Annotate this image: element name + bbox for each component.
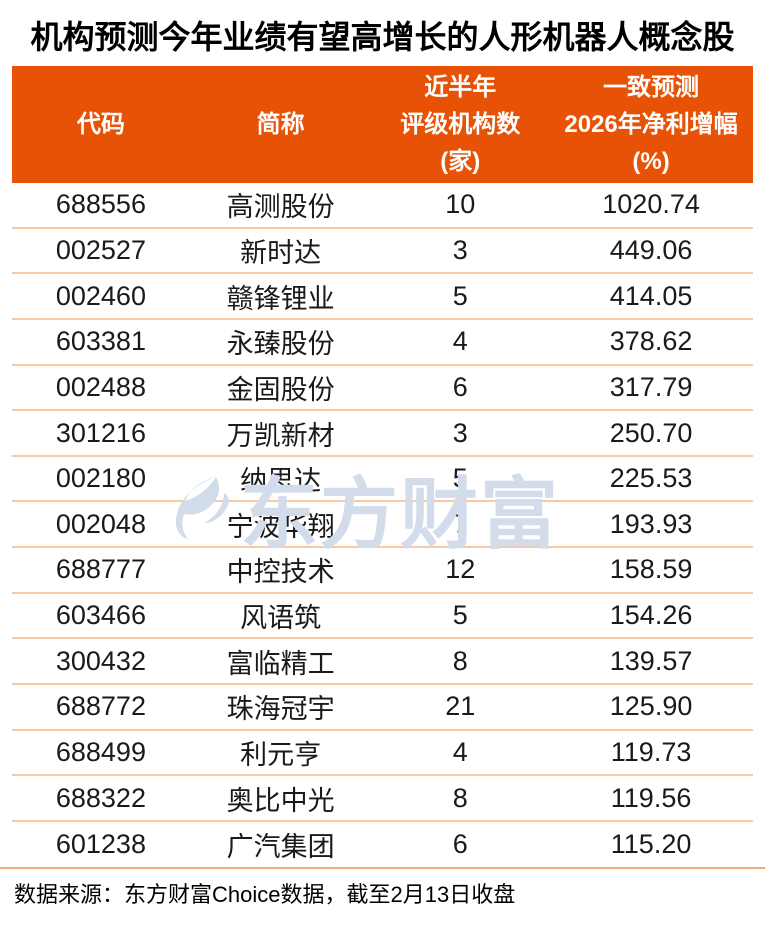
cell-code: 603381 [55,326,146,357]
cell-rating: 5 [452,463,468,494]
cell-growth: 119.73 [610,737,692,767]
table-row: 603381 永臻股份 4 378.62 [12,320,753,366]
cell-name: 富临精工 [226,648,335,679]
cell-growth: 317.79 [609,371,693,402]
cell-code: 688322 [55,782,146,813]
table-header-row: 代码 简称 近半年 评级机构数 (家) 一致预测 2026年净利增幅 (%) [12,66,753,183]
cell-rating: 6 [452,371,468,402]
stocks-table: 代码 简称 近半年 评级机构数 (家) 一致预测 2026年净利增幅 (%) 6… [12,66,753,868]
table-row: 002488 金固股份 6 317.79 [12,366,753,412]
cell-name: 宁波华翔 [226,511,335,542]
cell-rating: 5 [452,280,468,311]
cell-name: 赣锋锂业 [226,283,335,314]
table-row: 688777 中控技术 12 158.59 [12,548,753,594]
table-row: 688499 利元亨 4 119.73 [12,731,753,777]
table-row: 002460 赣锋锂业 5 414.05 [12,274,753,320]
cell-rating: 4 [452,737,468,767]
cell-rating: 8 [452,645,468,676]
cell-growth: 158.59 [609,554,693,585]
cell-growth: 378.62 [609,326,693,357]
cell-code: 300432 [55,645,146,676]
cell-growth: 115.20 [610,829,692,860]
cell-name: 高测股份 [226,192,335,223]
cell-growth: 193.93 [609,508,693,539]
cell-growth: 449.06 [609,234,693,265]
cell-growth: 119.56 [610,782,692,813]
cell-rating: 6 [452,829,468,860]
cell-code: 688499 [55,737,146,767]
cell-code: 688772 [55,691,146,722]
cell-code: 002488 [55,371,146,402]
cell-rating: 5 [452,600,468,631]
cell-rating: 10 [445,189,476,220]
cell-name: 新时达 [240,237,322,268]
cell-code: 002527 [55,234,146,265]
table-row: 002048 宁波华翔 7 193.93 [12,502,753,549]
cell-growth: 1020.74 [602,189,700,220]
cell-growth: 414.05 [609,280,693,311]
column-header-name: 简称 [256,111,305,138]
footer-divider [0,867,765,869]
cell-rating: 12 [445,554,476,585]
table-row: 301216 万凯新材 3 250.70 [12,411,753,457]
cell-name: 利元亨 [240,740,322,770]
table-row: 002527 新时达 3 449.06 [12,229,753,275]
cell-code: 301216 [55,417,146,448]
cell-code: 688777 [55,554,146,585]
cell-code: 002048 [55,508,146,539]
cell-name: 万凯新材 [226,420,335,451]
cell-growth: 154.26 [609,600,693,631]
cell-rating: 4 [452,326,468,357]
cell-rating: 3 [452,234,468,265]
cell-growth: 139.57 [609,645,693,676]
cell-growth: 225.53 [609,463,693,494]
page-title: 机构预测今年业绩有望高增长的人形机器人概念股 [30,19,735,55]
cell-name: 永臻股份 [226,329,335,360]
cell-growth: 125.90 [609,691,693,722]
table-row: 603466 风语筑 5 154.26 [12,594,753,640]
column-header-code: 代码 [76,111,125,138]
cell-code: 601238 [55,829,146,860]
cell-name: 金固股份 [226,374,335,405]
table-row: 002180 纳思达 5 225.53 [12,457,753,503]
cell-name: 广汽集团 [226,832,335,863]
cell-code: 688556 [55,189,146,220]
cell-rating: 7 [452,508,468,539]
column-header-rating-count: 近半年 评级机构数 (家) [400,74,521,175]
table-row: 688322 奥比中光 8 119.56 [12,776,753,822]
cell-name: 纳思达 [240,466,322,497]
table-row: 300432 富临精工 8 139.57 [12,639,753,686]
cell-growth: 250.70 [609,417,693,448]
cell-rating: 3 [452,417,468,448]
table-row: 688772 珠海冠宇 21 125.90 [12,685,753,731]
cell-rating: 8 [452,782,468,813]
cell-code: 002180 [55,463,146,494]
cell-name: 中控技术 [226,557,335,588]
table-row: 688556 高测股份 10 1020.74 [12,183,753,229]
column-header-forecast-growth: 一致预测 2026年净利增幅 (%) [564,74,738,175]
data-source-note: 数据来源：东方财富Choice数据，截至2月13日收盘 [14,882,516,907]
cell-code: 603466 [55,600,146,631]
cell-code: 002460 [55,280,146,311]
cell-rating: 21 [445,691,476,722]
cell-name: 风语筑 [240,603,322,634]
cell-name: 珠海冠宇 [226,694,335,725]
table-row: 601238 广汽集团 6 115.20 [12,822,753,868]
table-body: 688556 高测股份 10 1020.74 002527 新时达 3 449.06 00246… [12,183,753,868]
cell-name: 奥比中光 [226,785,335,816]
